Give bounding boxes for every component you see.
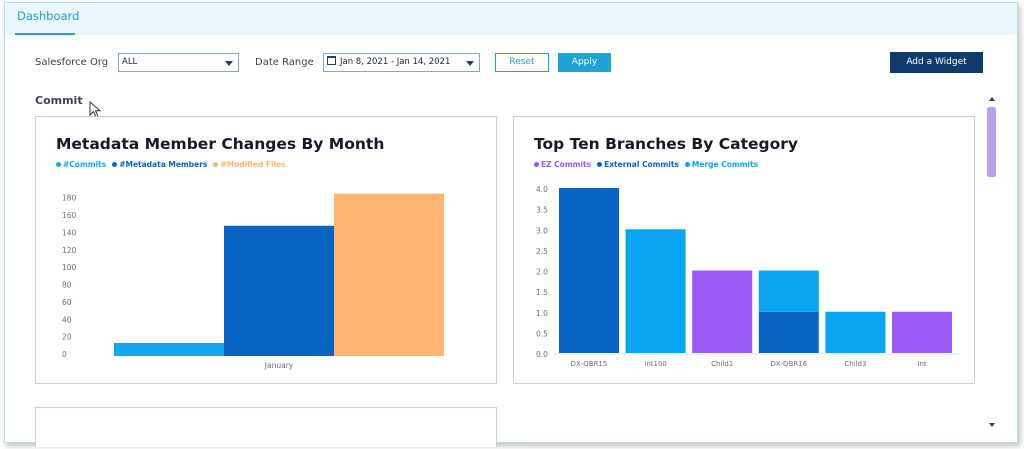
legend-item[interactable]: #Metadata Members [112, 160, 207, 169]
y-tick-label: 2.5 [536, 247, 548, 256]
legend-label: #Metadata Members [119, 160, 208, 169]
x-tick-label: January [264, 361, 294, 370]
y-tick-label: 2.0 [536, 268, 548, 277]
legend-item[interactable]: EZ Commits [534, 160, 591, 169]
legend-item[interactable]: Merge Commits [684, 160, 759, 169]
legend-label: #Commits [63, 160, 107, 169]
reset-button[interactable]: Reset [495, 53, 549, 72]
salesforce-org-select[interactable]: ALL [118, 53, 239, 72]
chart-title: Metadata Member Changes By Month [56, 135, 385, 153]
date-range-select[interactable]: Jan 8, 2021 - Jan 14, 2021 [323, 53, 480, 72]
y-tick-label: 20 [62, 333, 72, 342]
vertical-scrollbar[interactable] [986, 95, 998, 429]
y-tick-label: 1.0 [536, 309, 548, 318]
bar [692, 270, 753, 353]
bar [559, 188, 619, 353]
top-branches-chart: 0.0 0.5 1.0 1.5 2.0 2.5 3.0 3.5 4.0 DX-QBR15 Int10… [536, 185, 959, 368]
chart-title: Top Ten Branches By Category [534, 135, 798, 153]
x-tick-label: Int100 [644, 360, 667, 368]
scroll-down-icon[interactable] [989, 423, 995, 427]
legend-dot-icon [534, 162, 539, 167]
legend-dot-icon [56, 162, 61, 167]
metadata-changes-chart: 0 20 40 60 80 100 120 140 160 180 January [62, 193, 444, 370]
tab-dashboard[interactable]: Dashboard [15, 9, 79, 35]
legend-dot-icon [684, 162, 690, 167]
bar [625, 229, 686, 353]
y-tick-label: 100 [62, 263, 77, 272]
salesforce-org-value: ALL [122, 57, 138, 67]
x-tick-label: Int [917, 360, 927, 368]
y-tick-label: 120 [62, 246, 77, 255]
date-range-value: Jan 8, 2021 - Jan 14, 2021 [340, 57, 451, 67]
y-tick-label: 180 [62, 194, 77, 203]
chevron-down-icon [225, 61, 233, 66]
metadata-changes-card: Metadata Member Changes By Month #Commit… [35, 116, 497, 384]
bar [758, 270, 819, 312]
bar [825, 311, 886, 353]
next-widget-card [35, 407, 497, 447]
chart-legend: EZ Commits External Commits Merge Commits [534, 160, 764, 169]
legend-item[interactable]: #Commits [56, 160, 106, 169]
legend-dot-icon [112, 162, 118, 167]
top-branches-card: Top Ten Branches By Category EZ Commits E… [513, 116, 975, 384]
x-tick-label: DX-QBR16 [770, 360, 807, 368]
tab-bar: Dashboard [5, 3, 1017, 35]
x-tick-label: Child1 [711, 360, 733, 368]
bar [224, 225, 334, 356]
y-tick-label: 0 [62, 350, 67, 359]
y-tick-label: 1.5 [536, 288, 548, 297]
chevron-down-icon [466, 61, 474, 66]
legend-dot-icon [597, 162, 603, 167]
add-widget-button[interactable]: Add a Widget [890, 52, 983, 73]
y-tick-label: 80 [62, 281, 72, 290]
app-window: Dashboard Salesforce Org ALL Date Range … [4, 2, 1018, 447]
y-tick-label: 160 [62, 211, 77, 220]
y-tick-label: 4.0 [536, 185, 548, 194]
section-title: Commit [35, 94, 83, 107]
y-tick-label: 40 [62, 315, 72, 324]
legend-item[interactable]: External Commits [597, 160, 679, 169]
x-tick-label: Child3 [844, 360, 866, 368]
apply-button[interactable]: Apply [558, 53, 611, 72]
scroll-up-icon[interactable] [989, 97, 995, 101]
legend-item[interactable]: #Modified Files [213, 160, 286, 169]
legend-label: EZ Commits [541, 160, 592, 169]
bar [758, 311, 819, 353]
date-range-label: Date Range [255, 57, 314, 68]
y-tick-label: 0.0 [536, 350, 548, 359]
y-tick-label: 3.0 [536, 226, 548, 235]
legend-label: Merge Commits [691, 160, 759, 169]
x-tick-label: DX-QBR15 [571, 360, 608, 368]
bar [334, 193, 444, 356]
y-tick-label: 60 [62, 298, 72, 307]
calendar-icon [327, 56, 336, 65]
bar [114, 342, 224, 356]
filter-bar: Salesforce Org ALL Date Range Jan 8, 202… [5, 51, 1017, 75]
y-tick-label: 3.5 [536, 206, 548, 215]
legend-dot-icon [213, 162, 219, 167]
bar [892, 311, 952, 353]
legend-label: External Commits [604, 160, 679, 169]
scroll-thumb[interactable] [987, 107, 996, 177]
legend-label: #Modified Files [220, 160, 286, 169]
chart-legend: #Commits #Metadata Members #Modified Files [56, 160, 292, 169]
y-tick-label: 140 [62, 228, 77, 237]
salesforce-org-label: Salesforce Org [35, 57, 109, 68]
y-tick-label: 0.5 [536, 329, 548, 338]
